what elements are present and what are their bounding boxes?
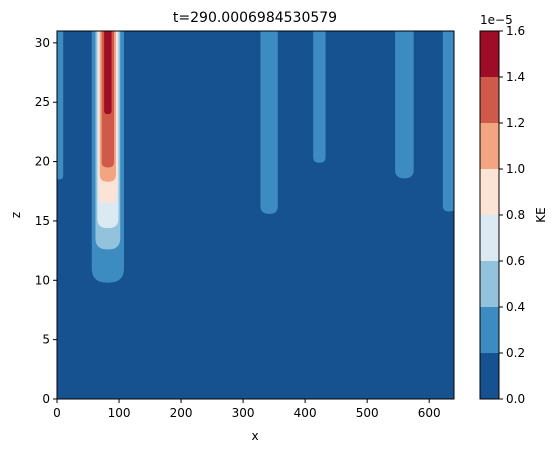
y-tick-label: 15 [35,214,50,228]
colorbar-offset-text: 1e−5 [480,13,513,27]
y-tick-label: 5 [42,333,50,347]
x-tick-label: 100 [108,406,131,420]
plume-2-level-1 [313,31,326,163]
colorbar-segment [480,307,499,353]
y-tick-label: 10 [35,273,50,287]
colorbar-tick-label: 0.8 [506,208,525,222]
x-axis: 0 100 200 300 400 500 600 [53,399,441,420]
x-tick-label: 0 [53,406,61,420]
colorbar-frame [479,30,500,400]
colorbar-tick-label: 1.4 [506,70,525,84]
colorbar-segment [480,77,499,123]
colorbar-tick-label: 0.6 [506,254,525,268]
y-tick-label: 25 [35,95,50,109]
plot-area [57,31,454,399]
plume-3-level-1 [395,31,414,179]
x-tick-label: 400 [294,406,317,420]
colorbar-segment [480,123,499,169]
plume-5-level-1 [57,31,64,180]
plume-0-level-7 [104,31,112,115]
colorbar-tick-label: 1.6 [506,24,525,38]
plume-4-level-1 [442,31,454,212]
x-tick-label: 600 [418,406,441,420]
colorbar-tick-label: 0.0 [506,392,525,406]
colorbar: 0.0 0.2 0.4 0.6 0.8 1.0 1.2 1.4 1.6 [480,24,525,406]
plume-1-level-1 [260,31,278,214]
plot-frame [56,30,455,400]
colorbar-label: KE [534,207,548,222]
y-tick-label: 0 [42,392,50,406]
x-tick-label: 500 [356,406,379,420]
colorbar-segment [480,261,499,307]
colorbar-segment [480,31,499,77]
chart-title: t=290.0006984530579 [173,10,337,26]
y-axis-label: z [9,212,23,218]
colorbar-tick-label: 1.2 [506,116,525,130]
x-tick-label: 200 [170,406,193,420]
colorbar-segment [480,169,499,215]
colorbar-segment [480,353,499,399]
colorbar-tick-label: 0.2 [506,346,525,360]
y-axis: 0 5 10 15 20 25 30 [35,36,57,406]
y-tick-label: 20 [35,155,50,169]
colorbar-tick-label: 1.0 [506,162,525,176]
y-tick-label: 30 [35,36,50,50]
colorbar-segment [480,215,499,261]
colorbar-tick-label: 0.4 [506,300,525,314]
x-axis-label: x [251,429,258,443]
x-tick-label: 300 [232,406,255,420]
